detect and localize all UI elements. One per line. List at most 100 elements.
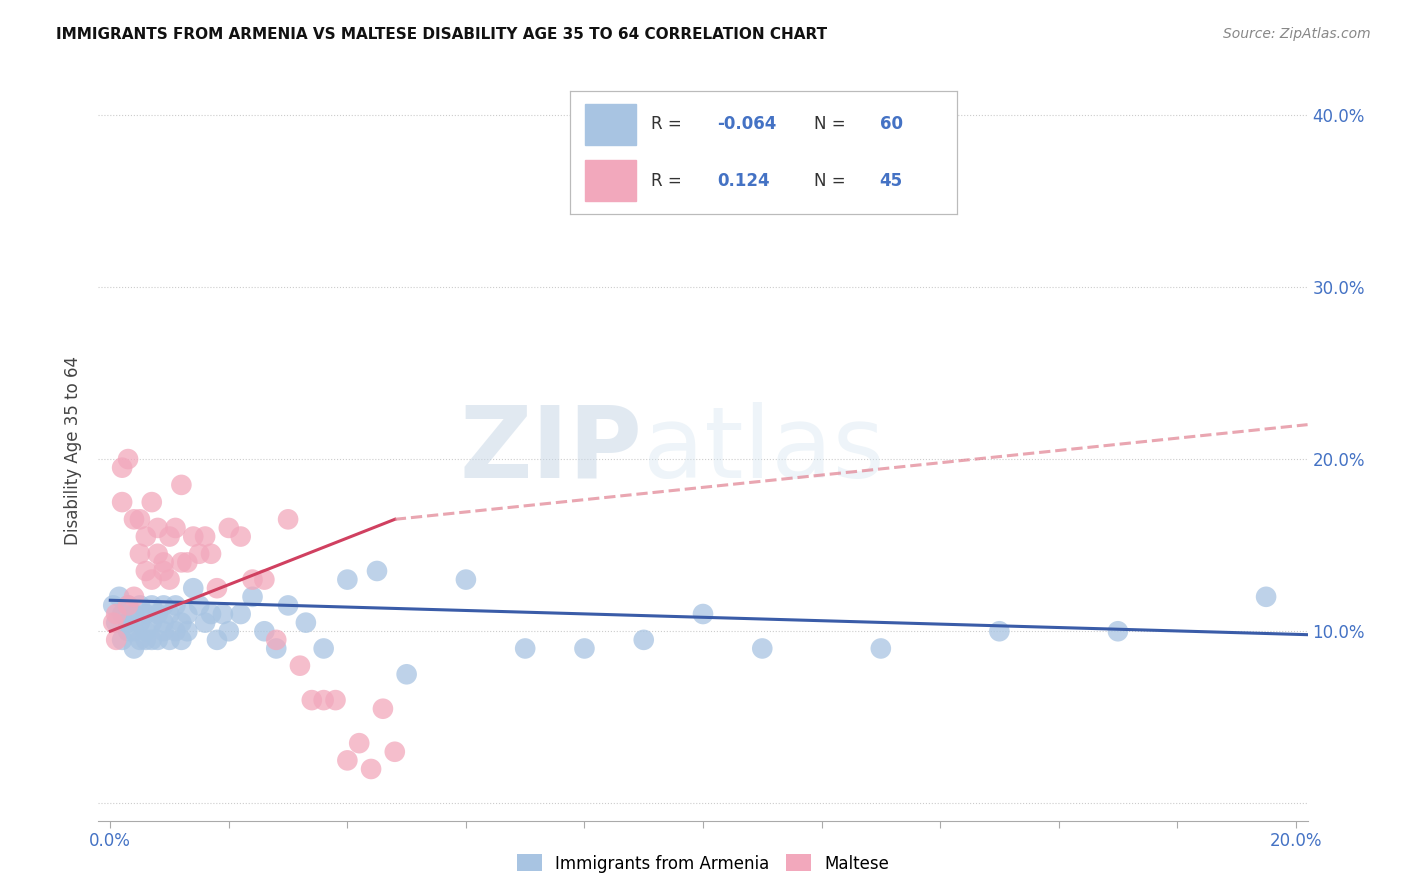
Point [188,599,211,613]
Point [146,607,169,621]
Point [141,615,163,630]
Point [218,521,240,535]
Point [108,590,131,604]
Point [152,599,174,613]
Point [242,573,264,587]
Point [176,555,198,569]
Point [117,599,139,613]
Point [129,512,152,526]
Point [229,607,252,621]
Point [200,547,222,561]
Point [194,530,217,544]
Point [384,745,406,759]
Point [277,512,299,526]
Point [170,632,193,647]
Point [277,599,299,613]
Point [301,693,323,707]
Point [253,624,276,639]
Point [135,607,157,621]
Point [117,624,139,639]
Point [129,599,152,613]
Point [122,641,145,656]
Point [200,607,222,621]
Point [141,573,163,587]
Point [141,495,163,509]
Point [347,736,370,750]
Point [103,615,125,630]
Point [146,521,169,535]
Point [515,641,537,656]
Point [117,615,139,630]
Point [1107,624,1129,639]
Point [336,753,359,767]
Point [122,607,145,621]
Point [146,547,169,561]
Point [692,607,714,621]
Point [633,632,655,647]
Point [111,607,134,621]
Point [869,641,891,656]
Point [264,632,287,647]
Point [181,581,204,595]
Point [111,495,134,509]
Point [129,632,152,647]
Point [242,590,264,604]
Point [1254,590,1277,604]
Point [205,581,228,595]
Point [129,547,152,561]
Legend: Immigrants from Armenia, Maltese: Immigrants from Armenia, Maltese [510,847,896,880]
Point [135,564,157,578]
Point [188,547,211,561]
Point [194,615,217,630]
Point [129,615,152,630]
Point [122,590,145,604]
Point [117,452,139,467]
Point [146,632,169,647]
Point [170,555,193,569]
Point [135,624,157,639]
Point [111,460,134,475]
Point [288,658,311,673]
Point [135,530,157,544]
Point [165,599,187,613]
Point [176,607,198,621]
Point [176,624,198,639]
Point [152,624,174,639]
Point [312,693,335,707]
Point [312,641,335,656]
Point [170,478,193,492]
Point [295,615,318,630]
Point [159,632,181,647]
Point [360,762,382,776]
Point [264,641,287,656]
Point [751,641,773,656]
Point [371,702,394,716]
Point [395,667,418,681]
Point [105,632,128,647]
Point [165,521,187,535]
Point [135,632,157,647]
Point [165,624,187,639]
Point [105,607,128,621]
Point [574,641,596,656]
Point [141,632,163,647]
Point [105,615,128,630]
Point [103,599,125,613]
Point [122,512,145,526]
Point [212,607,235,621]
Text: ZIP: ZIP [460,402,643,499]
Text: Source: ZipAtlas.com: Source: ZipAtlas.com [1223,27,1371,41]
Point [170,615,193,630]
Point [205,632,228,647]
Point [122,624,145,639]
Point [159,573,181,587]
Point [152,615,174,630]
Point [117,599,139,613]
Text: atlas: atlas [643,402,884,499]
Point [159,607,181,621]
Point [152,564,174,578]
Point [111,632,134,647]
Point [181,530,204,544]
Point [159,530,181,544]
Point [218,624,240,639]
